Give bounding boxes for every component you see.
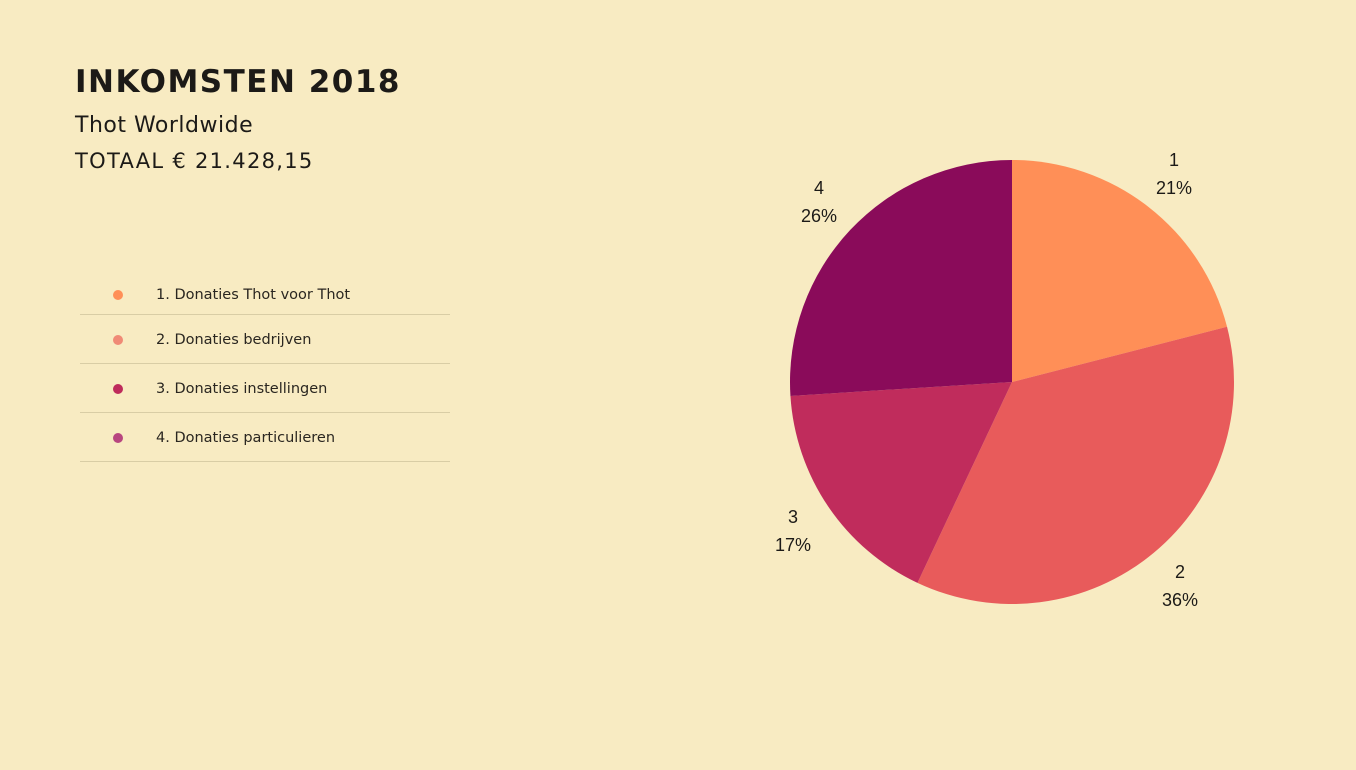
page-subtitle: Thot Worldwide — [75, 113, 254, 138]
pie-slice-4 — [789, 160, 1012, 396]
legend-dot-icon — [113, 290, 123, 300]
slice-number-label: 1 — [1169, 150, 1179, 170]
pie-slice-1 — [1012, 160, 1228, 382]
legend-item-2: 2. Donaties bedrijven — [80, 315, 450, 364]
chart-legend: 1. Donaties Thot voor Thot 2. Donaties b… — [80, 275, 450, 462]
slice-percent-label: 36% — [1162, 590, 1198, 610]
slice-number-label: 2 — [1175, 562, 1185, 582]
legend-item-3: 3. Donaties instellingen — [80, 364, 450, 413]
pie-slice-2 — [917, 326, 1235, 605]
slice-percent-label: 17% — [775, 535, 811, 555]
legend-item-4: 4. Donaties particulieren — [80, 413, 450, 462]
slice-number-label: 4 — [814, 178, 824, 198]
legend-item-1: 1. Donaties Thot voor Thot — [80, 275, 450, 315]
total-amount: TOTAAL € 21.428,15 — [75, 149, 314, 173]
legend-dot-icon — [113, 384, 123, 394]
legend-label: 4. Donaties particulieren — [156, 430, 336, 446]
legend-dot-icon — [113, 335, 123, 345]
page-title: INKOMSTEN 2018 — [75, 64, 401, 100]
pie-slice-3 — [790, 382, 1012, 583]
legend-label: 2. Donaties bedrijven — [156, 332, 312, 348]
slice-percent-label: 21% — [1156, 178, 1192, 198]
legend-label: 3. Donaties instellingen — [156, 381, 328, 397]
slice-number-label: 3 — [788, 507, 798, 527]
slice-percent-label: 26% — [801, 206, 837, 226]
legend-label: 1. Donaties Thot voor Thot — [156, 287, 351, 303]
legend-dot-icon — [113, 433, 123, 443]
